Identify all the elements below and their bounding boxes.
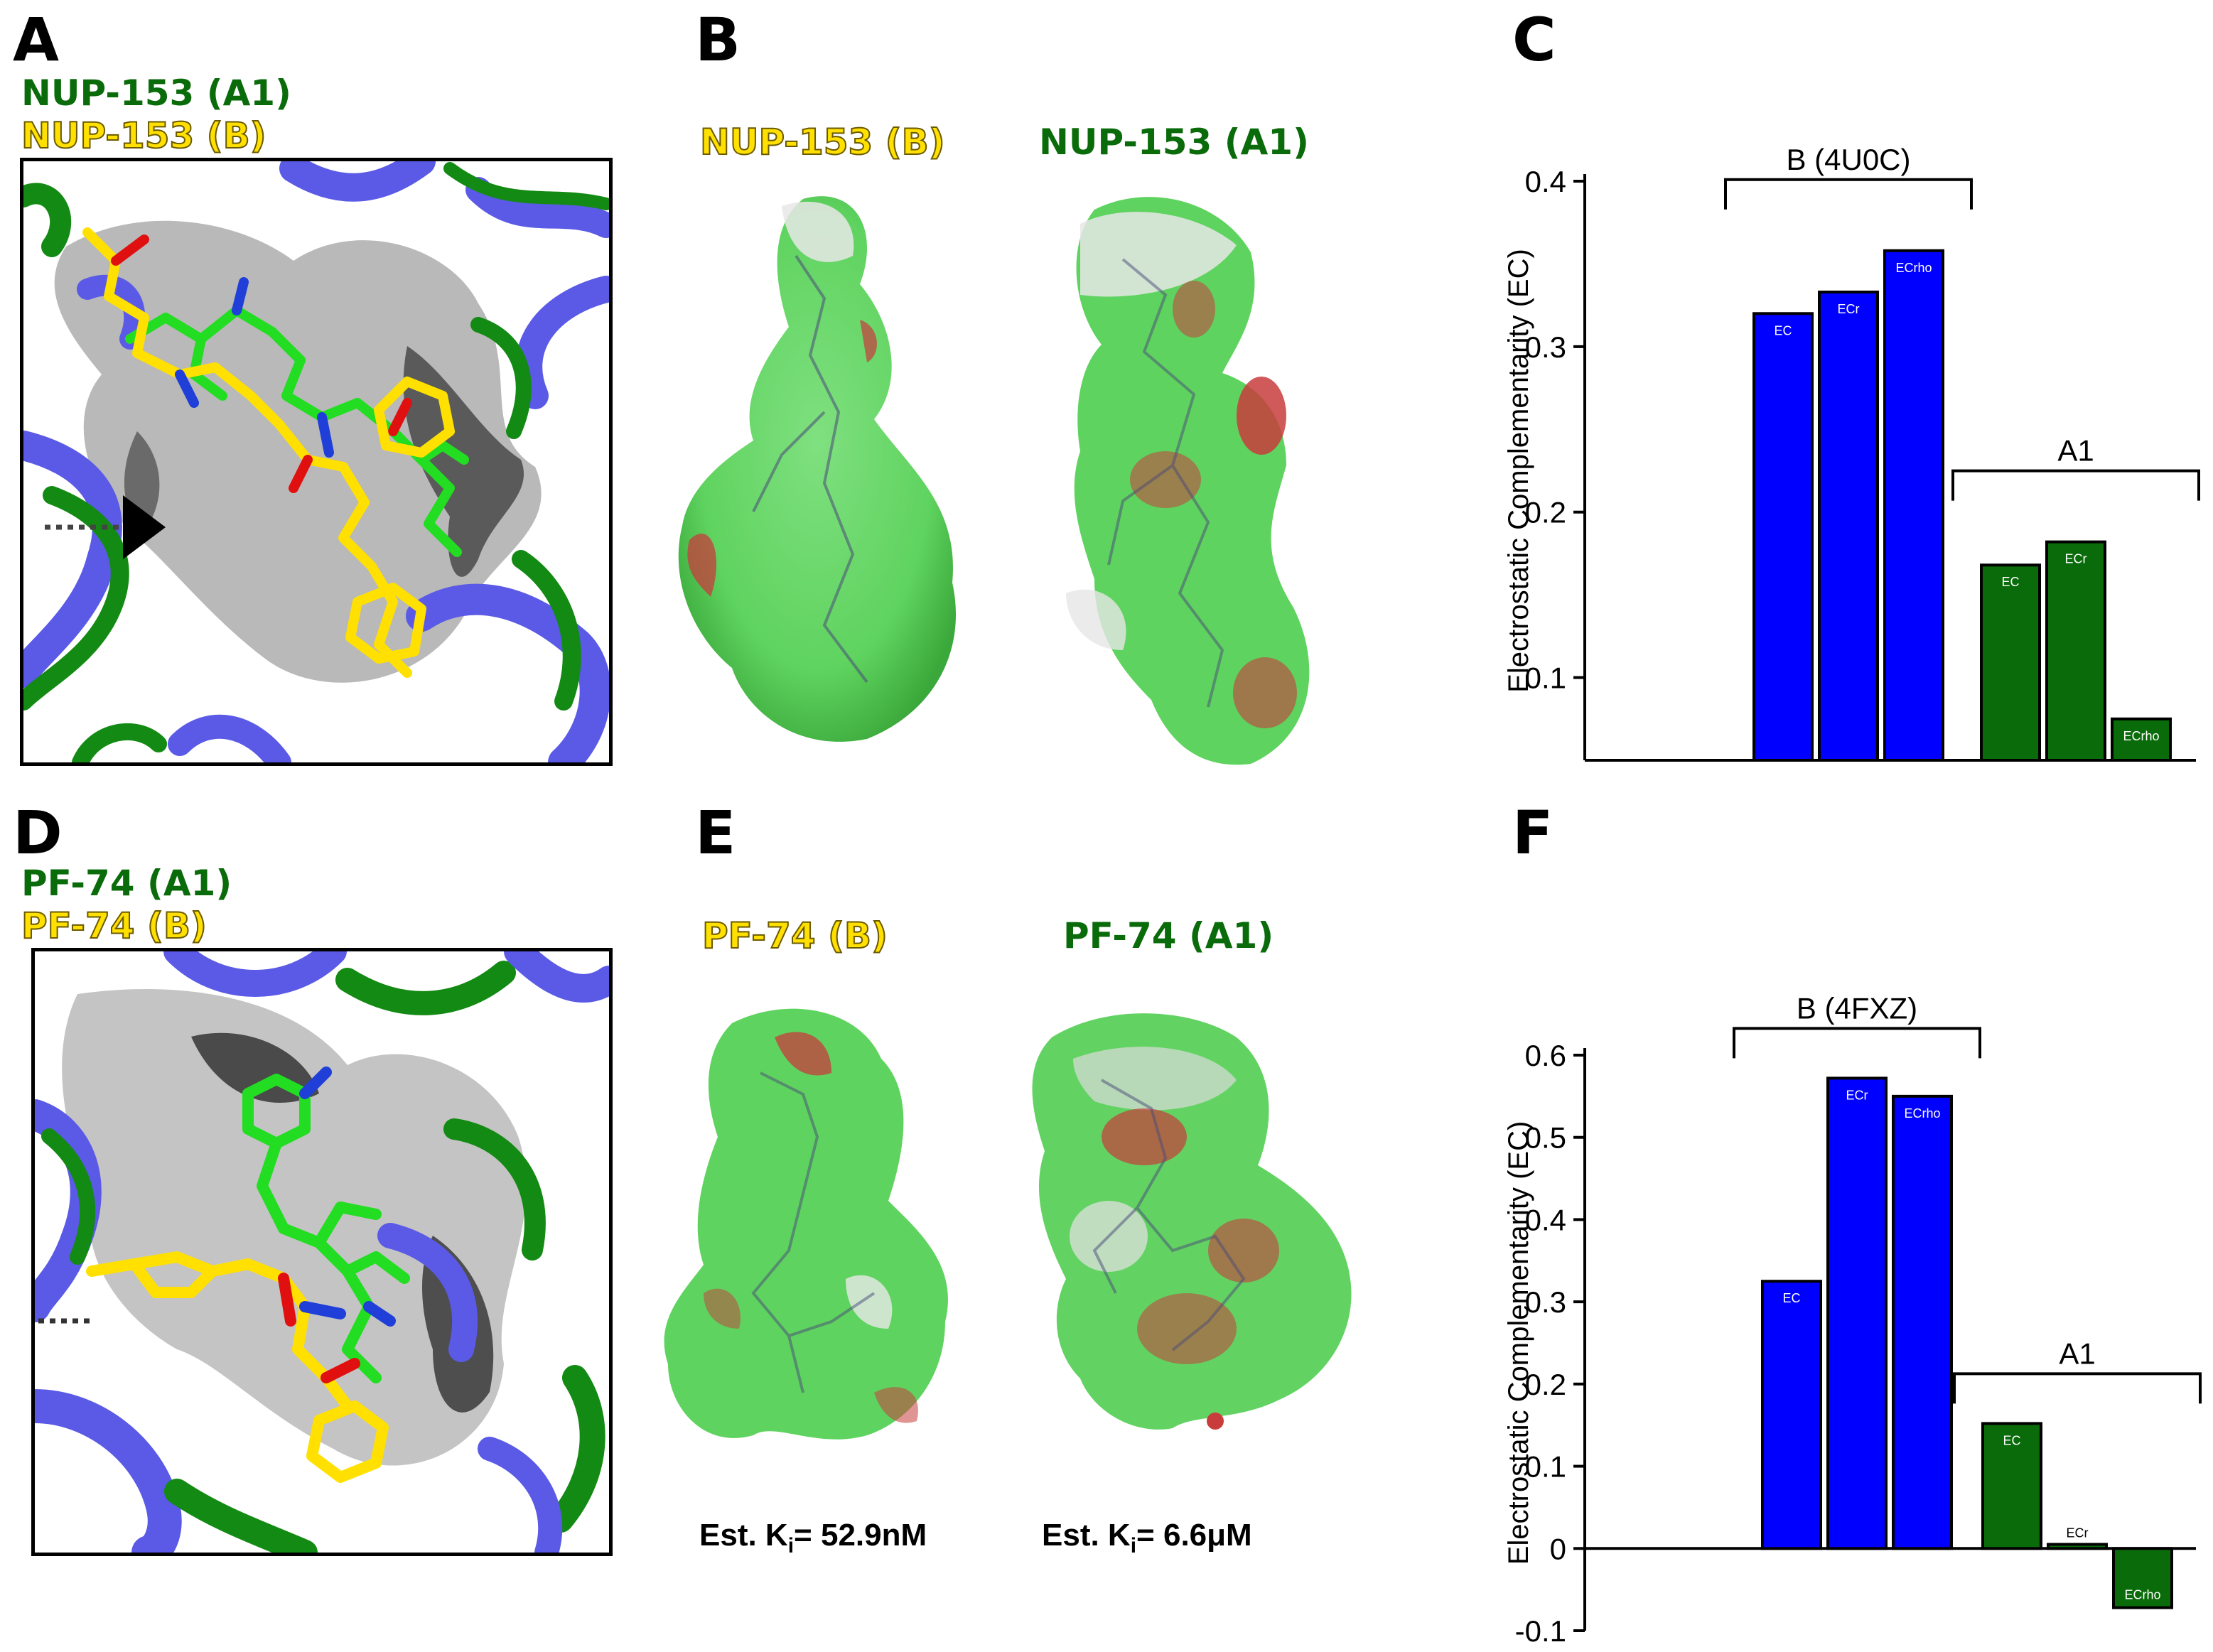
chart-c-ytick-label: 0.2 — [1525, 496, 1566, 529]
chart-c-bar-label: ECr — [2065, 552, 2087, 566]
chart-c-bar-label: EC — [1774, 323, 1792, 338]
chart-c-bar — [1818, 291, 1879, 762]
chart-f-bar — [2112, 1547, 2173, 1609]
chart-f-bar — [1892, 1094, 1953, 1550]
panel-d-label-yellow: PF-74 (B) — [21, 905, 208, 946]
ki-right-sub: i — [1130, 1533, 1137, 1557]
ki-right-value: = 6.6μM — [1136, 1518, 1252, 1553]
chart-c-bar-label: ECrho — [1895, 261, 1932, 275]
chart-c-ytick-label: 0.4 — [1525, 165, 1566, 198]
chart-f-bar-label: EC — [1782, 1291, 1800, 1305]
chart-c-bar — [2111, 717, 2172, 762]
ki-left-prefix: Est. K — [699, 1518, 788, 1553]
chart-c-bar — [1883, 249, 1944, 762]
panel-a-label-green: NUP-153 (A1) — [21, 72, 291, 114]
chart-f-ytick-label: 0.3 — [1525, 1285, 1566, 1319]
panel-e-label-right: PF-74 (A1) — [1063, 915, 1274, 956]
ki-right: Est. Ki= 6.6μM — [1042, 1518, 1252, 1558]
panel-e-label-left: PF-74 (B) — [701, 915, 888, 956]
chart-f-bar-label: ECrho — [1904, 1106, 1940, 1121]
panel-a-structure — [20, 158, 613, 766]
chart-c-group-label: B (4U0C) — [1786, 143, 1910, 176]
chart-f-bar — [1761, 1280, 1822, 1550]
chart-f-bar — [2047, 1543, 2108, 1550]
chart-f-ytick-label: 0 — [1550, 1532, 1566, 1565]
chart-c-ytick-label: 0.1 — [1525, 662, 1566, 695]
chart-f-bar — [1826, 1076, 1888, 1550]
ki-right-prefix: Est. K — [1042, 1518, 1131, 1553]
chart-f-ytick-label: 0.6 — [1525, 1039, 1566, 1072]
chart-c-bar — [1752, 312, 1814, 762]
chart-c-ytick-label: 0.3 — [1525, 330, 1566, 364]
panel-d-structure — [31, 948, 613, 1556]
chart-c-group-bracket — [1951, 469, 2200, 501]
ki-left: Est. Ki= 52.9nM — [699, 1518, 927, 1558]
chart-f-bar-label: ECr — [2067, 1526, 2089, 1540]
chart-c: 0.1 0.2 0.3 0.4 Electrostatic Complementarit… — [1503, 143, 2200, 762]
chart-f-bar-label: ECr — [1846, 1088, 1868, 1102]
chart-f-group-label: B (4FXZ) — [1797, 991, 1917, 1025]
panel-letter-a: A — [13, 5, 60, 75]
panel-b-surface-right — [1066, 197, 1310, 765]
chart-c-bar — [1980, 563, 2041, 762]
ki-left-value: = 52.9nM — [794, 1518, 927, 1553]
panel-letter-d: D — [13, 798, 63, 868]
panel-e-surface-right — [1032, 1013, 1352, 1430]
chart-f-ytick-label: 0.4 — [1525, 1203, 1566, 1236]
panel-b-label-right: NUP-153 (A1) — [1039, 122, 1309, 163]
panel-letter-e: E — [695, 798, 736, 868]
chart-f-ytick-label: 0.2 — [1525, 1368, 1566, 1401]
panel-b-surface-left — [678, 196, 956, 742]
panel-d-label-green: PF-74 (A1) — [21, 863, 232, 904]
pocket-arrow-head — [123, 495, 166, 559]
panel-d-structure-art — [35, 951, 609, 1553]
chart-c-bar — [2045, 540, 2106, 762]
chart-f-ytick-label: 0.5 — [1525, 1121, 1566, 1155]
chart-f-bar-label: EC — [2003, 1433, 2020, 1447]
chart-c-group-bracket — [1724, 178, 1973, 210]
panel-letter-f: F — [1512, 798, 1554, 868]
chart-f-group-bracket — [1953, 1372, 2202, 1404]
panel-letter-c: C — [1512, 5, 1556, 75]
chart-f-group-label: A1 — [2059, 1337, 2095, 1370]
chart-f-bar — [1981, 1422, 2042, 1550]
panel-a-label-yellow: NUP-153 (B) — [21, 115, 267, 156]
chart-f: -0.1 0 0.1 0.2 0.3 0.4 0.5 0.6 Electrostatic Com… — [1503, 991, 2202, 1648]
panel-b-label-left: NUP-153 (B) — [699, 122, 946, 163]
chart-c-ylabel: Electrostatic Complementarity (EC) — [1503, 249, 1534, 693]
ki-left-sub: i — [787, 1533, 795, 1557]
chart-f-ylabel: Electrostatic Complementarity (EC) — [1503, 1121, 1534, 1565]
chart-f-bar-label: ECrho — [2124, 1588, 2160, 1602]
chart-f-ytick-label: 0.1 — [1525, 1450, 1566, 1484]
chart-c-bar-label: ECrho — [2123, 729, 2159, 743]
panel-letter-b: B — [695, 5, 741, 75]
chart-f-group-bracket — [1733, 1027, 1981, 1059]
chart-c-bar-label: EC — [2001, 575, 2019, 589]
chart-c-group-label: A1 — [2057, 434, 2094, 468]
chart-c-bar-label: ECr — [1838, 302, 1860, 316]
panel-e-surface-left — [664, 1008, 948, 1440]
panel-a-structure-art — [23, 161, 609, 762]
chart-f-ytick-label: -0.1 — [1515, 1614, 1566, 1648]
